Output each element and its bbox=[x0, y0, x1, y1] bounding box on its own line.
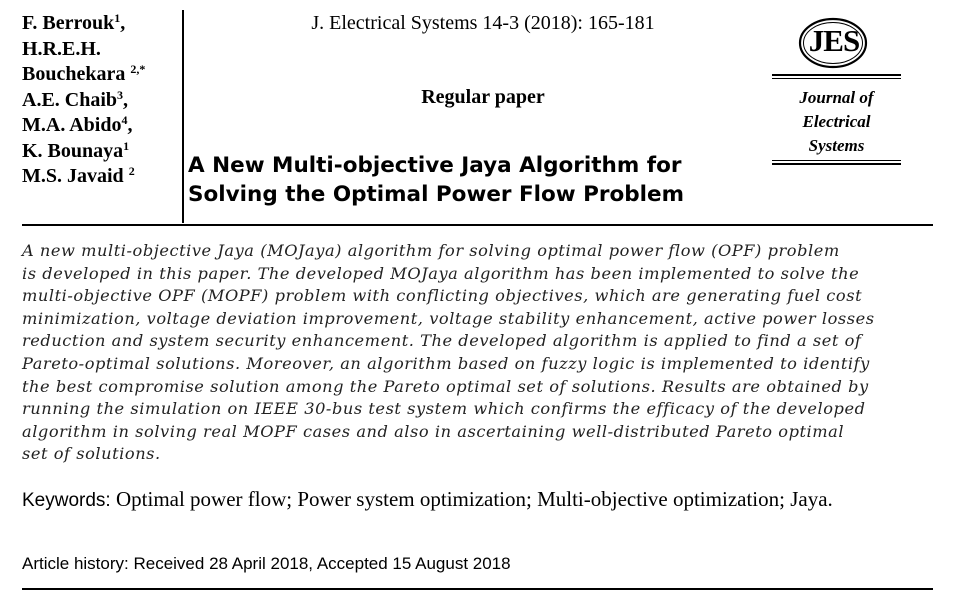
author-list: F. Berrouk1, H.R.E.H. Bouchekara 2,* A.E… bbox=[22, 11, 182, 190]
paper-title-line: Solving the Optimal Power Flow Problem bbox=[188, 182, 685, 207]
paper-title: A New Multi-objective Jaya Algorithm for… bbox=[188, 151, 778, 209]
abstract-line: running the simulation on IEEE 30-bus te… bbox=[22, 399, 866, 419]
keywords-label: Keywords: bbox=[22, 490, 116, 511]
abstract-line: set of solutions. bbox=[22, 444, 161, 464]
header-divider bbox=[182, 10, 184, 223]
author-name: M.A. Abido4, bbox=[22, 113, 133, 136]
author-name: Bouchekara 2,* bbox=[22, 62, 146, 85]
abstract: A new multi-objective Jaya (MOJaya) algo… bbox=[22, 240, 929, 466]
logo-ring-icon bbox=[798, 17, 868, 69]
article-history: Article history: Received 28 April 2018,… bbox=[22, 554, 511, 573]
logo-journal-name: Journal of Electrical Systems bbox=[772, 86, 901, 158]
abstract-line: reduction and system security enhancemen… bbox=[22, 331, 862, 351]
abstract-line: multi-objective OPF (MOPF) problem with … bbox=[22, 286, 863, 306]
abstract-line: the best compromise solution among the P… bbox=[22, 376, 869, 396]
footer-rule bbox=[22, 588, 933, 590]
author-name: M.S. Javaid 2 bbox=[22, 164, 135, 187]
abstract-line: A new multi-objective Jaya (MOJaya) algo… bbox=[22, 241, 840, 260]
abstract-line: is developed in this paper. The develope… bbox=[22, 263, 860, 283]
paper-type: Regular paper bbox=[421, 86, 545, 108]
author-name: F. Berrouk1, bbox=[22, 11, 126, 34]
keywords-text: Optimal power flow; Power system optimiz… bbox=[115, 487, 833, 511]
abstract-line: Pareto-optimal solutions. Moreover, an a… bbox=[22, 353, 870, 373]
logo-name-line: Electrical bbox=[802, 112, 871, 131]
logo-name-line: Systems bbox=[808, 136, 865, 155]
logo-name-line: Journal of bbox=[799, 88, 874, 107]
author-name: A.E. Chaib3, bbox=[22, 87, 129, 111]
journal-citation: J. Electrical Systems 14-3 (2018): 165-1… bbox=[311, 12, 655, 34]
logo-letters: JES bbox=[808, 23, 860, 58]
logo-rule-top-thin bbox=[772, 78, 901, 79]
logo-rule-top bbox=[772, 74, 901, 76]
author-name: K. Bounaya1 bbox=[22, 138, 130, 162]
abstract-line: algorithm in solving real MOPF cases and… bbox=[22, 421, 845, 441]
paper-title-line: A New Multi-objective Jaya Algorithm for bbox=[188, 153, 682, 178]
author-name: H.R.E.H. bbox=[22, 37, 101, 60]
abstract-line: minimization, voltage deviation improvem… bbox=[22, 308, 875, 328]
logo-rule-bottom bbox=[772, 163, 901, 165]
keywords: Keywords: Optimal power flow; Power syst… bbox=[22, 485, 932, 515]
header-bottom-rule bbox=[22, 224, 933, 226]
logo-rule-bottom-thin bbox=[772, 160, 901, 161]
